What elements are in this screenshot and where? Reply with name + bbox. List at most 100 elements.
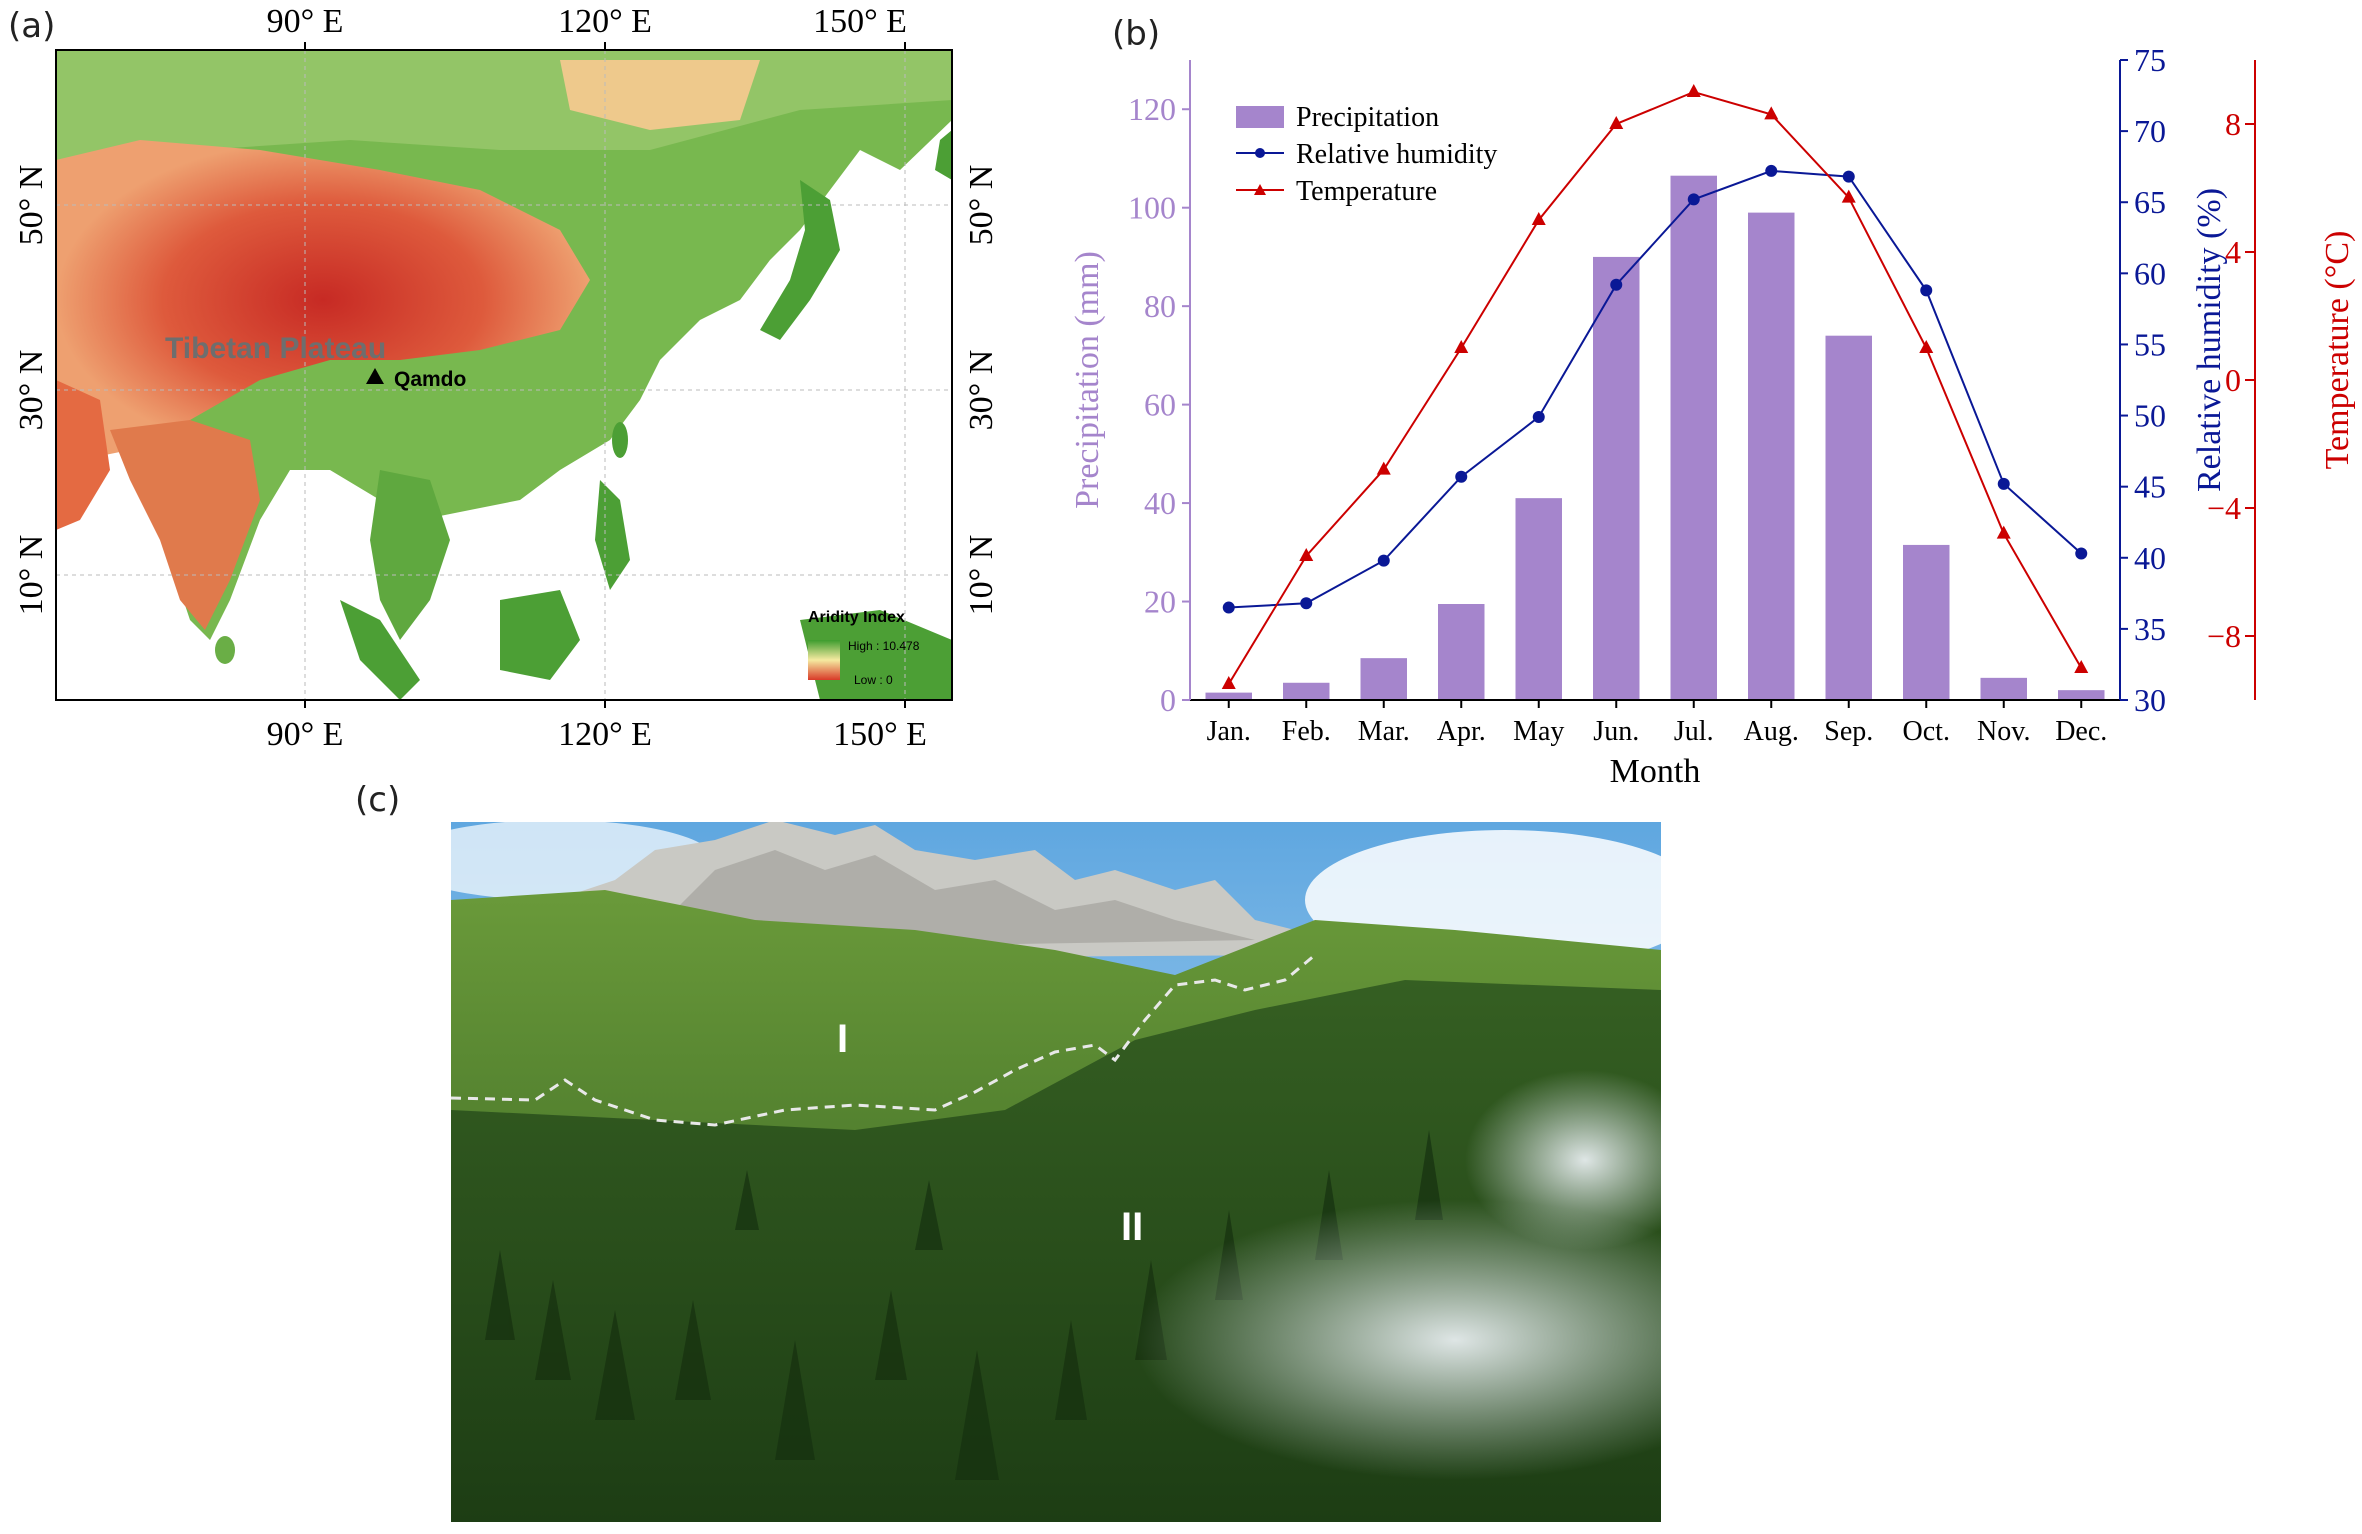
humidity-point <box>1997 477 2010 490</box>
temperature-point <box>1376 461 1391 475</box>
temperature-point <box>1609 116 1624 129</box>
right-lat-label-10: 10° N <box>963 535 1000 616</box>
x-tick-label: Aug. <box>1744 716 1799 747</box>
legend-humidity-marker <box>1255 148 1265 158</box>
temperature-point <box>2074 660 2089 673</box>
temperature-point <box>1919 340 1934 353</box>
precipitation-tick-label: 100 <box>1128 190 1176 226</box>
precipitation-bar-mar <box>1360 658 1407 700</box>
chart-axes: Jan. Feb. Mar. Apr. May Jun. Jul. Aug. Sep. Oct. N… <box>1128 42 2256 747</box>
top-lon-label-90: 90° E <box>267 3 344 40</box>
right-lat-label-30: 30° N <box>963 350 1000 431</box>
precipitation-bar-nov <box>1980 677 2027 700</box>
humidity-point <box>1455 470 1468 483</box>
chart-legend: Precipitation Relative humidity Temperat… <box>1236 102 1497 207</box>
temperature-point <box>1764 106 1779 120</box>
left-lat-label-30: 30° N <box>13 350 50 431</box>
forest-photo: I II <box>451 822 1661 1522</box>
x-tick-label: Sep. <box>1824 716 1873 747</box>
precipitation-bar-jun <box>1593 256 1640 700</box>
qamdo-triangle-icon <box>366 368 384 384</box>
qamdo-label: Qamdo <box>394 368 466 391</box>
legend-humidity-label: Relative humidity <box>1296 139 1497 170</box>
climate-chart-panel: (b) Jan. Feb. Mar. Apr. May Jun. Jul. Aug. Sep. O… <box>1040 0 2362 790</box>
tibetan-plateau-label: Tibetan Plateau <box>165 332 386 365</box>
temperature-tick-label: 4 <box>2225 234 2241 270</box>
precipitation-tick-label: 80 <box>1144 288 1176 324</box>
legend-low-label: Low : 0 <box>854 673 893 687</box>
bottom-lon-label-150: 150° E <box>833 716 927 753</box>
left-lat-label-10: 10° N <box>13 535 50 616</box>
humidity-tick-label: 75 <box>2134 42 2166 78</box>
precipitation-bar-jul <box>1670 175 1717 700</box>
legend-high-label: High : 10.478 <box>848 639 920 653</box>
x-tick-label: Feb. <box>1282 716 1331 747</box>
bottom-lon-label-90: 90° E <box>267 716 344 753</box>
precipitation-tick-label: 20 <box>1144 584 1176 620</box>
forest-photo-panel: (c) <box>355 780 1685 1534</box>
precipitation-bar-sep <box>1825 335 1872 700</box>
humidity-line <box>1228 169 2082 609</box>
temperature-point <box>1841 189 1856 203</box>
panel-label-c: (c) <box>355 780 401 820</box>
legend-precipitation-label: Precipitation <box>1296 102 1439 133</box>
temperature-point <box>1686 84 1701 97</box>
legend-temperature-marker <box>1254 184 1266 195</box>
climate-chart: Jan. Feb. Mar. Apr. May Jun. Jul. Aug. Sep. Oct. N… <box>1069 42 2356 790</box>
precipitation-bar-dec <box>2058 690 2105 700</box>
precipitation-bar-oct <box>1903 544 1950 700</box>
x-tick-label: Jun. <box>1593 716 1639 747</box>
precipitation-tick-label: 60 <box>1144 387 1176 423</box>
x-tick-label: Apr. <box>1437 716 1486 747</box>
precipitation-bar-jan <box>1205 692 1252 700</box>
humidity-tick-label: 65 <box>2134 184 2166 220</box>
temperature-axis-title: Temperature (°C) <box>2319 231 2356 470</box>
series-lines <box>1221 84 2089 689</box>
aridity-legend: Aridity Index High : 10.478 Low : 0 <box>808 609 920 687</box>
humidity-tick-label: 55 <box>2134 326 2166 362</box>
temperature-tick-label: −4 <box>2207 490 2241 526</box>
humidity-point <box>1842 170 1855 183</box>
temperature-point <box>1996 525 2011 539</box>
precipitation-tick-label: 120 <box>1128 91 1176 127</box>
zone-label-ii: II <box>1121 1205 1143 1249</box>
zone-label-i: I <box>837 1017 848 1061</box>
humidity-point <box>1222 601 1235 614</box>
humidity-tick-label: 35 <box>2134 611 2166 647</box>
precipitation-axis-title: Precipitation (mm) <box>1069 251 1106 509</box>
x-tick-label: Mar. <box>1358 716 1410 747</box>
bottom-lon-label-120: 120° E <box>558 716 652 753</box>
humidity-point <box>1920 284 1933 297</box>
precipitation-bar-may <box>1515 498 1562 700</box>
temperature-line <box>1227 90 2083 685</box>
right-lat-label-50: 50° N <box>963 165 1000 246</box>
humidity-point <box>1687 193 1700 206</box>
humidity-tick-label: 60 <box>2134 255 2166 291</box>
aridity-map: 90° E 120° E 150° E 90° E 120° E 150° E … <box>13 3 1000 753</box>
top-lon-label-120: 120° E <box>558 3 652 40</box>
temperature-tick-label: 0 <box>2225 362 2241 398</box>
temperature-point <box>1221 676 1236 689</box>
humidity-tick-label: 30 <box>2134 682 2166 718</box>
precipitation-bar-feb <box>1283 682 1330 700</box>
x-tick-label: Jul. <box>1674 716 1714 747</box>
humidity-tick-label: 70 <box>2134 113 2166 149</box>
month-axis-title: Month <box>1610 753 1701 790</box>
humidity-point <box>1532 410 1545 423</box>
humidity-tick-label: 50 <box>2134 398 2166 434</box>
temperature-tick-label: 8 <box>2225 106 2241 142</box>
temperature-point <box>1531 212 1546 225</box>
precipitation-tick-label: 0 <box>1160 682 1176 718</box>
x-tick-label: Dec. <box>2055 716 2107 747</box>
x-tick-label: May <box>1513 716 1564 747</box>
top-lon-label-150: 150° E <box>813 3 907 40</box>
legend-title: Aridity Index <box>808 609 905 626</box>
panel-label-b: (b) <box>1112 14 1161 54</box>
precipitation-bar-apr <box>1438 604 1485 700</box>
treeline-boundary-line <box>451 953 1316 1127</box>
humidity-tick-label: 45 <box>2134 469 2166 505</box>
legend-temperature-label: Temperature <box>1296 176 1437 207</box>
aridity-map-panel: (a) <box>0 0 1000 760</box>
panel-label-a: (a) <box>8 6 56 46</box>
humidity-point <box>1300 597 1313 610</box>
